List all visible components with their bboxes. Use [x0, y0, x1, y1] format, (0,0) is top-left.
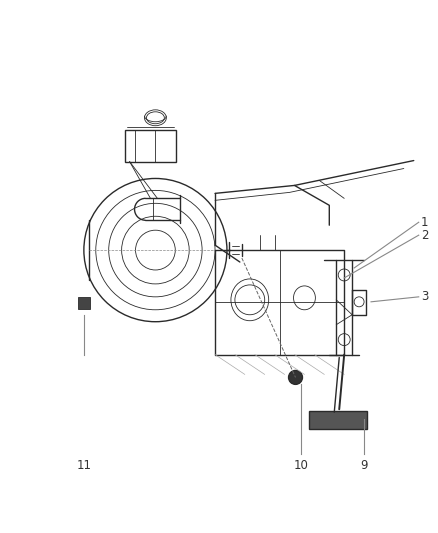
Bar	[78, 297, 90, 309]
Text: 11: 11	[76, 459, 92, 472]
Text: 3: 3	[421, 290, 428, 303]
Text: 2: 2	[421, 229, 428, 241]
Text: 10: 10	[294, 459, 309, 472]
Text: 1: 1	[421, 216, 428, 229]
Polygon shape	[309, 411, 367, 429]
Text: 9: 9	[360, 459, 368, 472]
Circle shape	[289, 370, 303, 384]
